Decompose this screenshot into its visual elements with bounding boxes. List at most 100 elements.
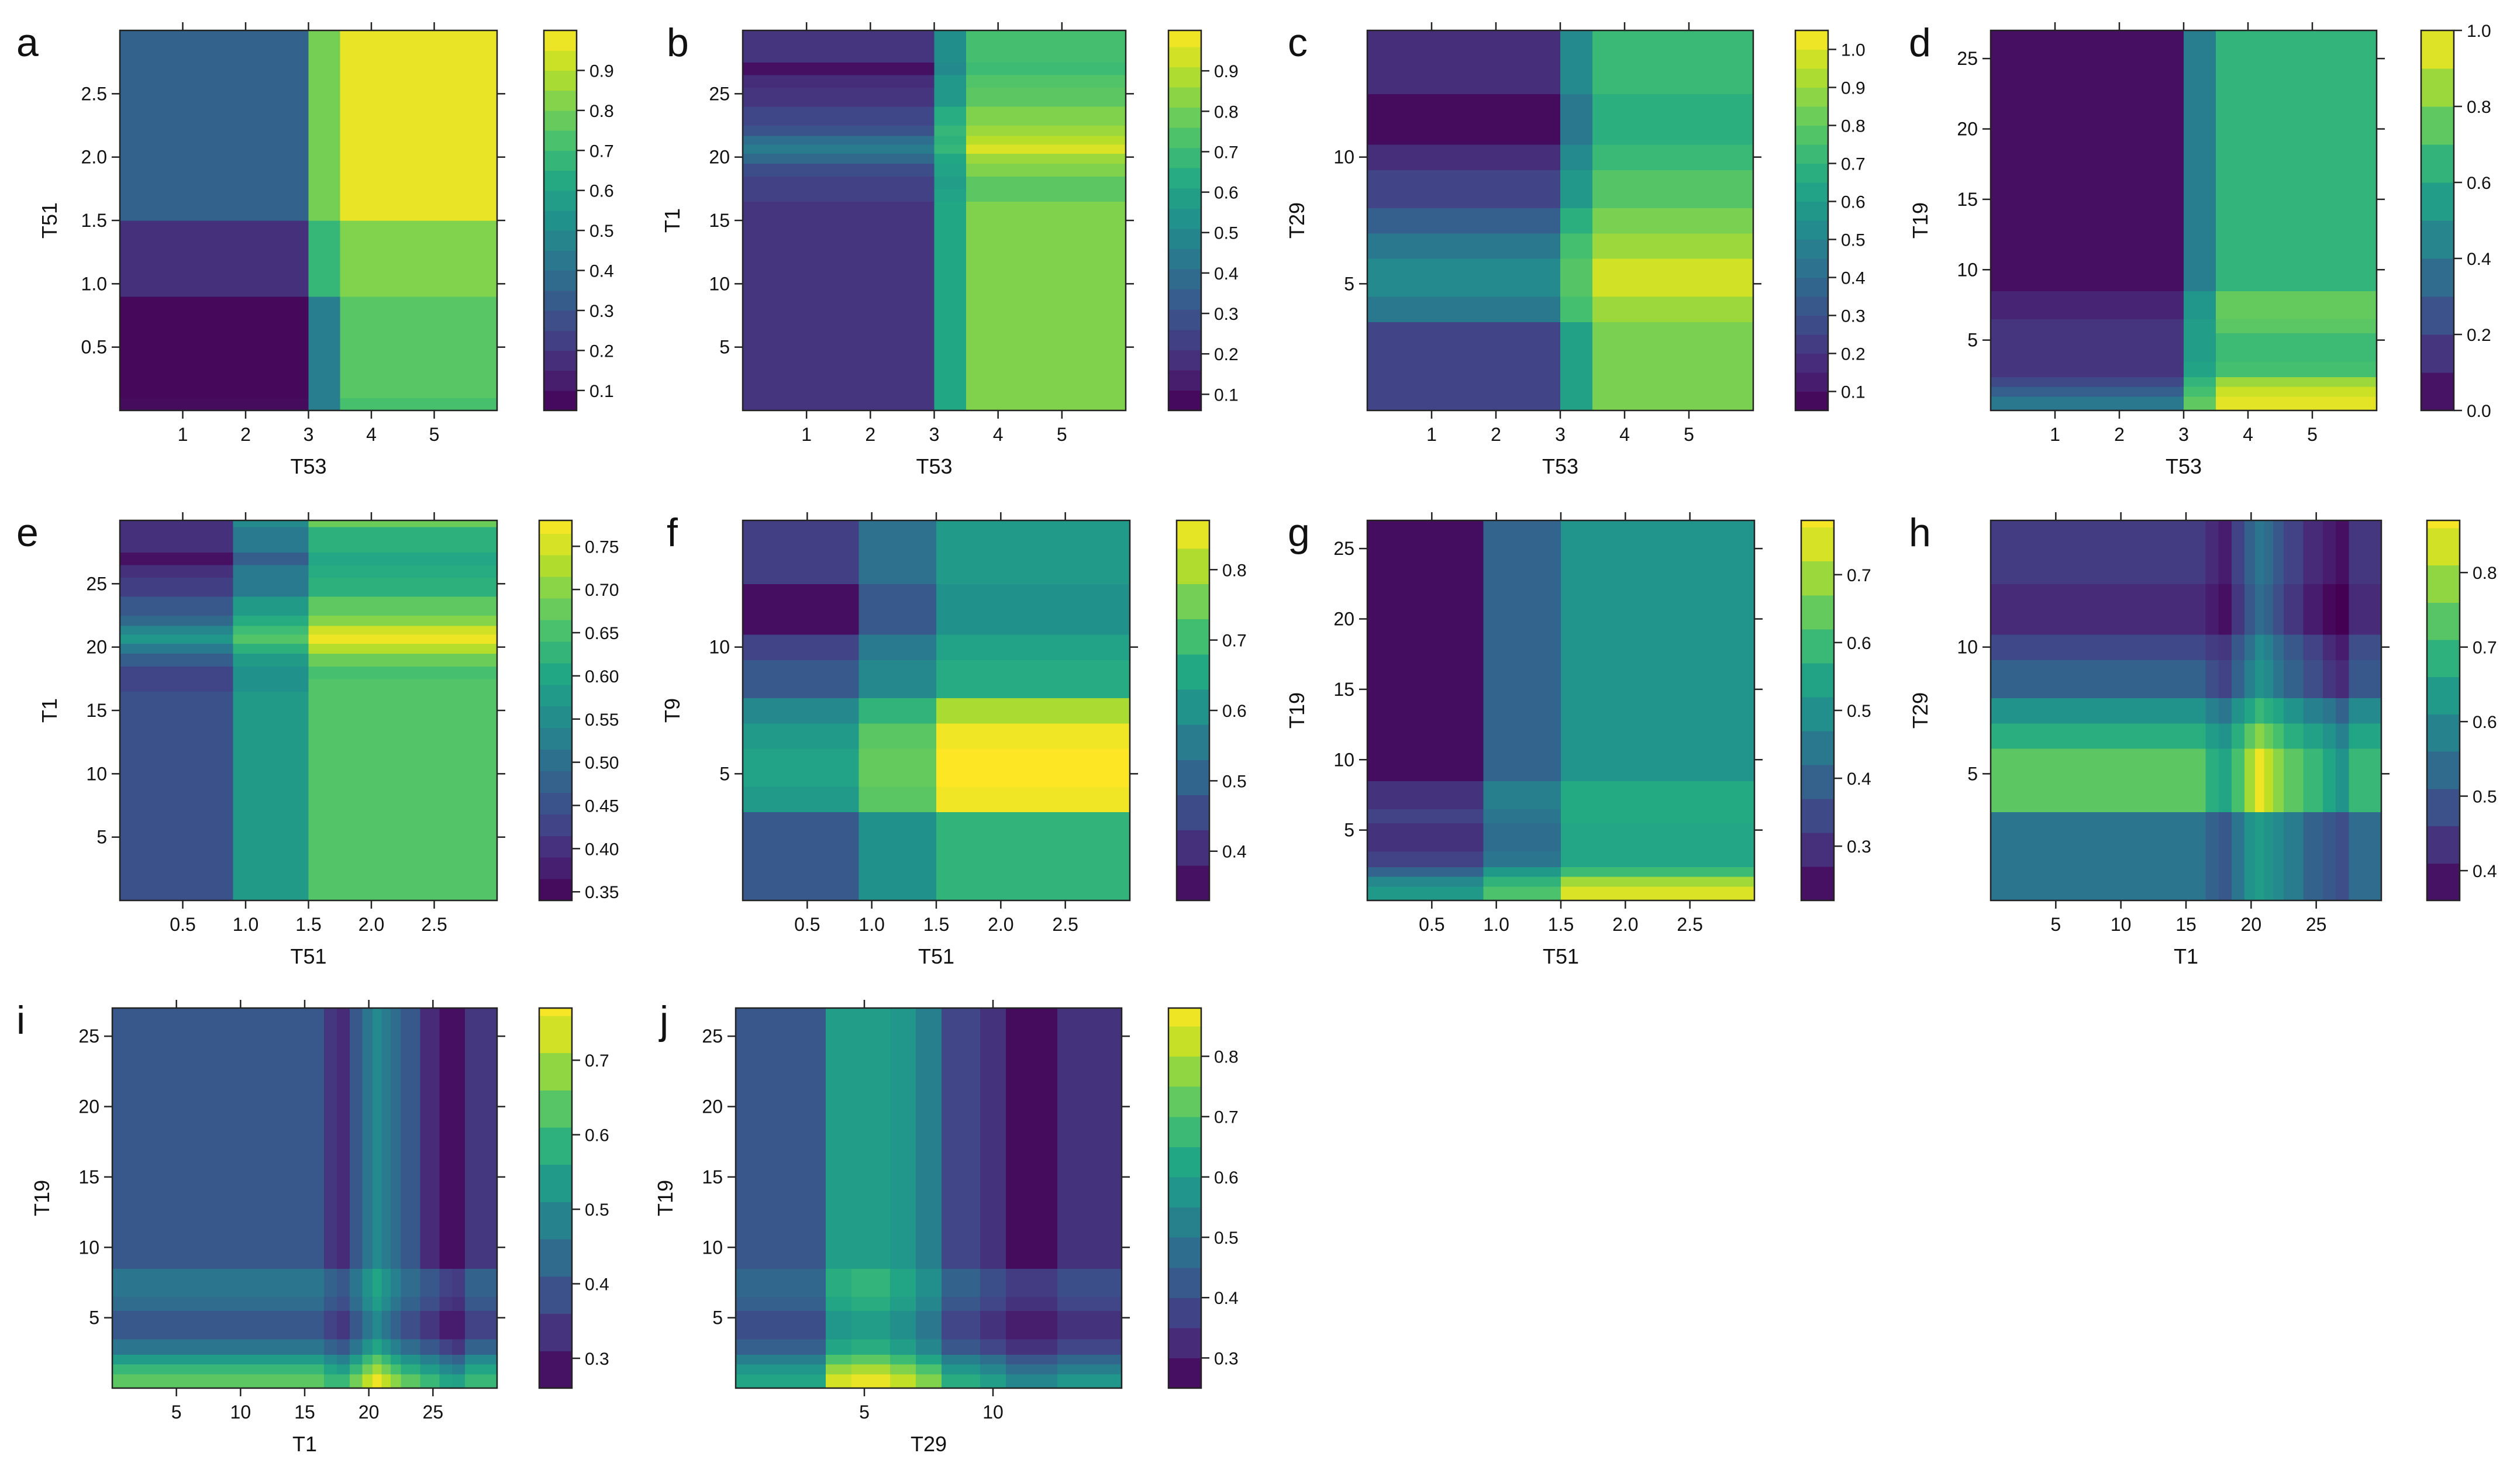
colorbar-segment — [1801, 520, 1834, 528]
heatmap-cell — [966, 163, 1126, 177]
heatmap-cell — [2273, 786, 2284, 812]
heatmap-cell — [349, 1364, 363, 1375]
heatmap-cell — [373, 1296, 382, 1312]
y-tick-label: 10 — [1957, 259, 1978, 280]
colorbar-segment — [1795, 182, 1828, 202]
heatmap-cell — [120, 296, 309, 398]
colorbar-segment — [1168, 1116, 1201, 1147]
heatmap-cell — [362, 1338, 373, 1355]
colorbar-segment — [544, 390, 577, 411]
colorbar-segment — [1168, 329, 1201, 350]
heatmap-cell — [120, 666, 234, 679]
heatmap-cell — [2322, 786, 2336, 812]
heatmap-cell — [2303, 520, 2323, 584]
heatmap-cell — [942, 1373, 981, 1389]
colorbar-segment — [539, 1127, 572, 1165]
heatmap-cell — [2216, 396, 2377, 411]
heatmap-cell — [1991, 520, 2206, 584]
heatmap-cell — [2184, 333, 2216, 362]
heatmap-cell — [851, 1364, 891, 1375]
colorbar-segment — [1795, 30, 1828, 50]
x-tick-label: 4 — [366, 424, 377, 445]
heatmap-cell — [401, 1373, 420, 1389]
heatmap-cell — [2284, 660, 2304, 698]
heatmap-cell — [1560, 144, 1593, 170]
heatmap-cell — [1991, 660, 2206, 698]
heatmap-cell — [465, 1364, 498, 1375]
heatmap-cell — [349, 1338, 363, 1355]
x-tick-label: 1 — [801, 424, 812, 445]
colorbar-tick-label: 0.6 — [1222, 702, 1247, 721]
heatmap-cell — [2205, 520, 2219, 584]
colorbar-segment — [1168, 1008, 1201, 1027]
heatmap-cell — [2336, 660, 2349, 698]
colorbar-tick-label: 0.5 — [589, 222, 614, 241]
colorbar-tick-label: 0.5 — [2473, 788, 2497, 807]
heatmap-cell — [308, 653, 498, 667]
heatmap-cell — [373, 1310, 382, 1340]
y-tick-label: 10 — [709, 637, 730, 658]
heatmap-cell — [2244, 723, 2256, 749]
heatmap-cell — [2349, 723, 2382, 749]
heatmap-cell — [420, 1268, 440, 1297]
heatmap-cell — [2349, 786, 2382, 812]
colorbar-segment — [1795, 87, 1828, 107]
heatmap-cell — [120, 520, 234, 527]
heatmap-cell — [233, 653, 309, 667]
colorbar-segment — [2427, 826, 2460, 864]
colorbar-segment — [539, 749, 572, 772]
heatmap-cell — [2336, 786, 2349, 812]
panel-d: 1 2 3 4 5 5 10 15 20 25 T53 T19 d 0.0 0.2 0.4 0.6 0.8 1.0 — [1908, 20, 2491, 478]
heatmap-cell — [381, 1364, 391, 1375]
heatmap-cell — [390, 1008, 402, 1269]
heatmap-cell — [743, 584, 860, 635]
colorbar-segment — [1177, 865, 1209, 901]
heatmap-cell — [2322, 660, 2336, 698]
colorbar-segment — [544, 370, 577, 391]
heatmap-cell — [743, 62, 935, 75]
colorbar-segment — [539, 684, 572, 707]
heatmap-cell — [381, 1338, 391, 1355]
colorbar-segment — [1795, 68, 1828, 88]
colorbar-tick-label: 0.40 — [585, 840, 619, 859]
heatmap-cell — [934, 74, 967, 88]
panel-letter: b — [667, 20, 689, 65]
heatmap-cell — [2231, 698, 2245, 724]
colorbar-segment — [1801, 798, 1834, 833]
colorbar-segment — [539, 1008, 572, 1016]
heatmap-cell — [858, 520, 937, 584]
heatmap-cell — [936, 812, 1130, 901]
heatmap-cell — [2303, 812, 2323, 901]
colorbar-tick-label: 0.8 — [2473, 564, 2497, 583]
x-tick-label: 2 — [2114, 424, 2125, 445]
heatmap-cell — [2205, 748, 2219, 787]
heatmap-cell — [1367, 520, 1484, 781]
heatmap-cell — [1991, 396, 2184, 411]
colorbar-segment — [2421, 106, 2454, 145]
x-tick-label: 20 — [2241, 914, 2262, 935]
x-tick-label: 5 — [859, 1402, 870, 1423]
colorbar-tick-label: 0.3 — [589, 302, 614, 321]
colorbar-segment — [1801, 662, 1834, 698]
heatmap-cell — [1592, 258, 1754, 297]
y-tick-label: 25 — [78, 1026, 99, 1047]
colorbar-segment — [544, 150, 577, 171]
heatmap-cell — [465, 1296, 498, 1312]
colorbar-segment — [544, 30, 577, 51]
heatmap-cell — [1561, 823, 1755, 852]
heatmap-cell — [381, 1008, 391, 1269]
heatmap-cell — [2216, 30, 2377, 291]
colorbar — [544, 30, 577, 411]
x-tick-label: 4 — [2243, 424, 2253, 445]
heatmap-cell — [362, 1268, 373, 1297]
heatmap-cell — [362, 1008, 373, 1269]
colorbar-segment — [539, 771, 572, 793]
heatmap-cell — [308, 625, 498, 635]
heatmap-cell — [308, 520, 498, 527]
heatmap-cell — [966, 144, 1126, 154]
heatmap-cell — [980, 1268, 1006, 1297]
heatmap-cell — [2264, 812, 2274, 901]
heatmap-cell — [381, 1296, 391, 1312]
heatmap-cell — [439, 1008, 453, 1269]
colorbar-tick-label: 0.4 — [1847, 769, 1871, 789]
